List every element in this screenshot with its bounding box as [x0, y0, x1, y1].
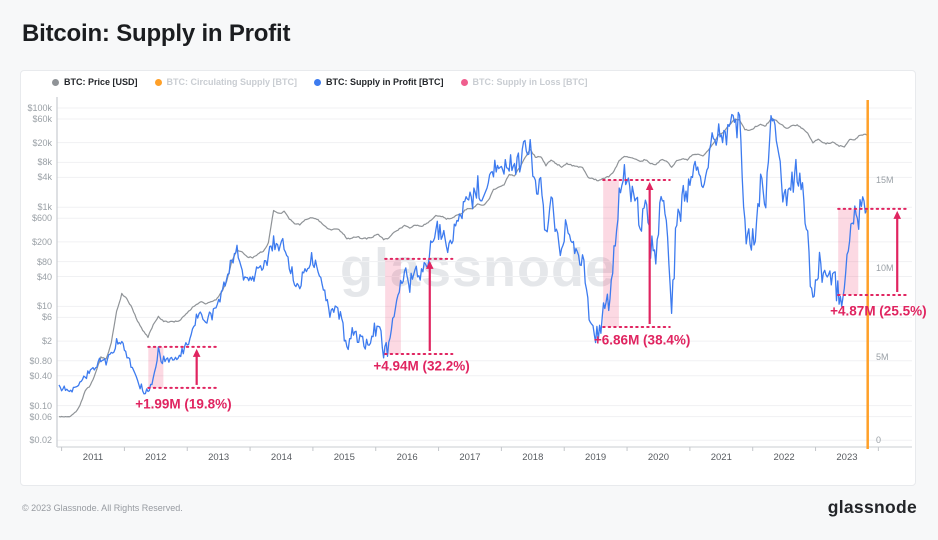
- x-axis-tick: 2013: [208, 452, 230, 463]
- legend-item-btc-supply-in-profit-btc[interactable]: BTC: Supply in Profit [BTC]: [314, 77, 444, 87]
- glassnode-logo: glassnode: [827, 497, 917, 517]
- right-axis-tick: 10M: [876, 263, 894, 274]
- legend-item-btc-supply-in-loss-btc[interactable]: BTC: Supply in Loss [BTC]: [460, 77, 588, 87]
- page-title: Bitcoin: Supply in Profit: [22, 20, 291, 47]
- legend-item-btc-circulating-supply-btc[interactable]: BTC: Circulating Supply [BTC]: [154, 77, 298, 87]
- x-axis-tick: 2018: [522, 452, 544, 463]
- left-axis-tick: $2: [41, 336, 52, 347]
- left-axis-tick: $4k: [37, 172, 52, 183]
- left-axis-tick: $10: [36, 301, 52, 312]
- left-axis-tick: $1k: [37, 202, 52, 213]
- annotation-label: +6.86M (38.4%): [593, 332, 691, 347]
- legend-item-label: BTC: Supply in Profit [BTC]: [326, 77, 444, 87]
- x-axis-tick: 2015: [333, 452, 355, 463]
- legend-dot-icon: [52, 78, 59, 86]
- left-axis-tick: $60k: [32, 114, 52, 124]
- right-axis-tick: 15M: [876, 174, 894, 185]
- x-axis-tick: 2012: [145, 452, 167, 463]
- legend-item-label: BTC: Circulating Supply [BTC]: [166, 77, 298, 87]
- left-axis-tick: $200: [31, 236, 52, 247]
- x-axis-tick: 2011: [82, 452, 104, 463]
- left-axis-tick: $0.06: [29, 411, 52, 422]
- x-axis-tick: 2022: [773, 452, 795, 463]
- left-axis-tick: $40: [36, 271, 52, 282]
- legend-item-btc-price-usd[interactable]: BTC: Price [USD]: [52, 77, 138, 87]
- left-axis-tick: $20k: [32, 137, 52, 148]
- left-axis-tick: $8k: [37, 157, 52, 168]
- legend-dot-icon: [314, 78, 322, 86]
- legend-item-label: BTC: Price [USD]: [64, 77, 138, 87]
- left-axis-tick: $0.80: [29, 355, 52, 366]
- right-axis-tick: 0: [876, 435, 882, 445]
- x-axis-tick: 2014: [270, 452, 293, 463]
- x-axis-tick: 2020: [647, 452, 670, 463]
- left-axis-tick: $6: [41, 312, 52, 323]
- right-axis-tick: 5M: [876, 351, 889, 362]
- x-axis-tick: 2021: [710, 452, 732, 463]
- x-axis-tick: 2023: [836, 452, 858, 463]
- left-axis-tick: $100k: [27, 103, 52, 113]
- legend-dot-icon: [460, 78, 468, 86]
- glassnode-watermark: glassnode: [339, 238, 617, 298]
- x-axis-tick: 2016: [396, 452, 418, 463]
- left-axis-tick: $0.40: [29, 370, 52, 381]
- left-axis-tick: $0.10: [29, 400, 52, 411]
- chart-legend: BTC: Price [USD] BTC: Circulating Supply …: [52, 77, 588, 87]
- legend-dot-icon: [154, 78, 162, 86]
- x-axis-tick: 2017: [459, 452, 481, 463]
- annotation-label: +4.87M (25.5%): [830, 303, 927, 319]
- copyright-text: © 2023 Glassnode. All Rights Reserved.: [22, 503, 183, 513]
- left-axis-tick: $600: [31, 213, 52, 224]
- left-axis-tick: $80: [36, 256, 52, 267]
- legend-item-label: BTC: Supply in Loss [BTC]: [472, 77, 588, 87]
- x-axis-tick: 2019: [585, 452, 607, 463]
- annotation-label: +1.99M (19.8%): [135, 396, 232, 412]
- annotation-label: +4.94M (32.2%): [373, 358, 470, 374]
- left-axis-tick: $0.02: [29, 435, 52, 446]
